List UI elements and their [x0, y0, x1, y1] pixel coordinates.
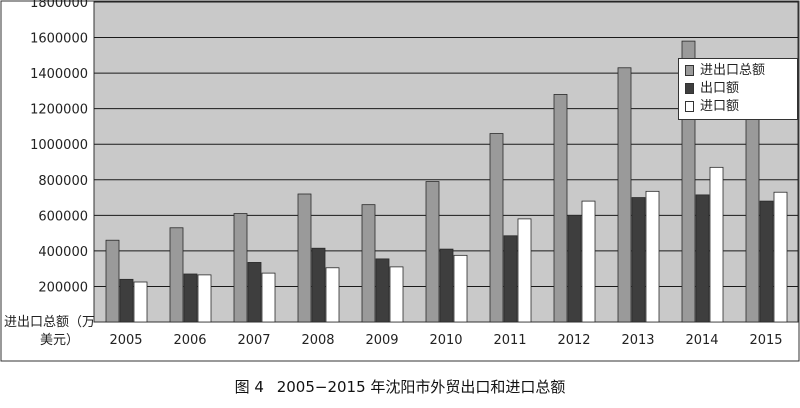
bar-import — [773, 191, 788, 323]
y-tick-label: 1200000 — [30, 103, 88, 118]
bar-export — [759, 200, 774, 323]
y-tick-label: 1600000 — [30, 32, 88, 47]
y-tick-label: 800000 — [38, 174, 88, 189]
legend-swatch-export — [685, 83, 694, 94]
bar-total — [617, 67, 632, 323]
y-tick-label: 600000 — [38, 209, 88, 224]
y-tick-label: 1400000 — [30, 67, 88, 82]
bar-export — [375, 258, 390, 323]
legend-label-import: 进口额 — [700, 99, 740, 114]
bar-total — [553, 94, 568, 323]
bar-total — [425, 181, 440, 323]
y-tick-label: 400000 — [38, 245, 88, 260]
bar-export — [567, 214, 582, 323]
bar-total — [233, 213, 248, 323]
bar-import — [133, 281, 148, 323]
bar-import — [197, 274, 212, 323]
y-tick-label: 1800000 — [30, 0, 88, 11]
bar-export — [311, 247, 326, 323]
x-tick-label: 2006 — [173, 333, 206, 348]
x-tick-label: 2015 — [749, 333, 782, 348]
bar-total — [105, 239, 120, 323]
x-tick-label: 2013 — [621, 333, 654, 348]
bar-import — [645, 190, 660, 323]
bar-export — [631, 197, 646, 323]
legend-item-import: 进口额 — [685, 98, 739, 116]
x-tick-label: 2005 — [109, 333, 142, 348]
legend: 进出口总额 出口额 进口额 — [678, 58, 798, 120]
x-tick-label: 2008 — [301, 333, 334, 348]
legend-swatch-import — [685, 101, 694, 112]
x-tick-label: 2010 — [429, 333, 462, 348]
bar-export — [439, 248, 454, 323]
bar-total — [361, 204, 376, 323]
chart-frame: 200000 400000 600000 800000 1000000 1200000 14… — [0, 0, 800, 362]
legend-label-export: 出口额 — [700, 81, 740, 96]
bar-export — [183, 273, 198, 323]
bar-export — [119, 278, 134, 323]
x-tick-label: 2012 — [557, 333, 590, 348]
legend-item-export: 出口额 — [685, 80, 739, 98]
bar-import — [261, 272, 276, 323]
bar-export — [695, 194, 710, 323]
y-tick-label: 200000 — [38, 280, 88, 295]
x-tick-label: 2007 — [237, 333, 270, 348]
bar-export — [247, 262, 262, 323]
figure-number: 图 4 — [234, 378, 264, 396]
bar-total — [489, 133, 504, 323]
figure-title: 2005−2015 年沈阳市外贸出口和进口总额 — [276, 378, 566, 396]
legend-item-total: 进出口总额 — [685, 62, 765, 80]
y-tick-label: 1000000 — [30, 138, 88, 153]
bar-import — [581, 200, 596, 323]
bar-chart: 200000 400000 600000 800000 1000000 1200000 14… — [0, 0, 800, 362]
bar-import — [453, 254, 468, 323]
bar-total — [169, 227, 184, 323]
y-axis-title-line1: 进出口总额（万 — [4, 315, 95, 330]
y-axis-title-line2: 美元） — [40, 333, 79, 348]
legend-swatch-total — [685, 65, 694, 76]
x-tick-label: 2009 — [365, 333, 398, 348]
legend-label-total: 进出口总额 — [700, 63, 766, 78]
bar-import — [709, 166, 724, 323]
bar-total — [297, 193, 312, 323]
bar-import — [325, 267, 340, 323]
figure-caption: 图 4 2005−2015 年沈阳市外贸出口和进口总额 — [0, 376, 800, 397]
bar-import — [517, 218, 532, 323]
bar-export — [503, 235, 518, 323]
bar-import — [389, 266, 404, 323]
x-tick-label: 2014 — [685, 333, 718, 348]
x-tick-label: 2011 — [493, 333, 526, 348]
